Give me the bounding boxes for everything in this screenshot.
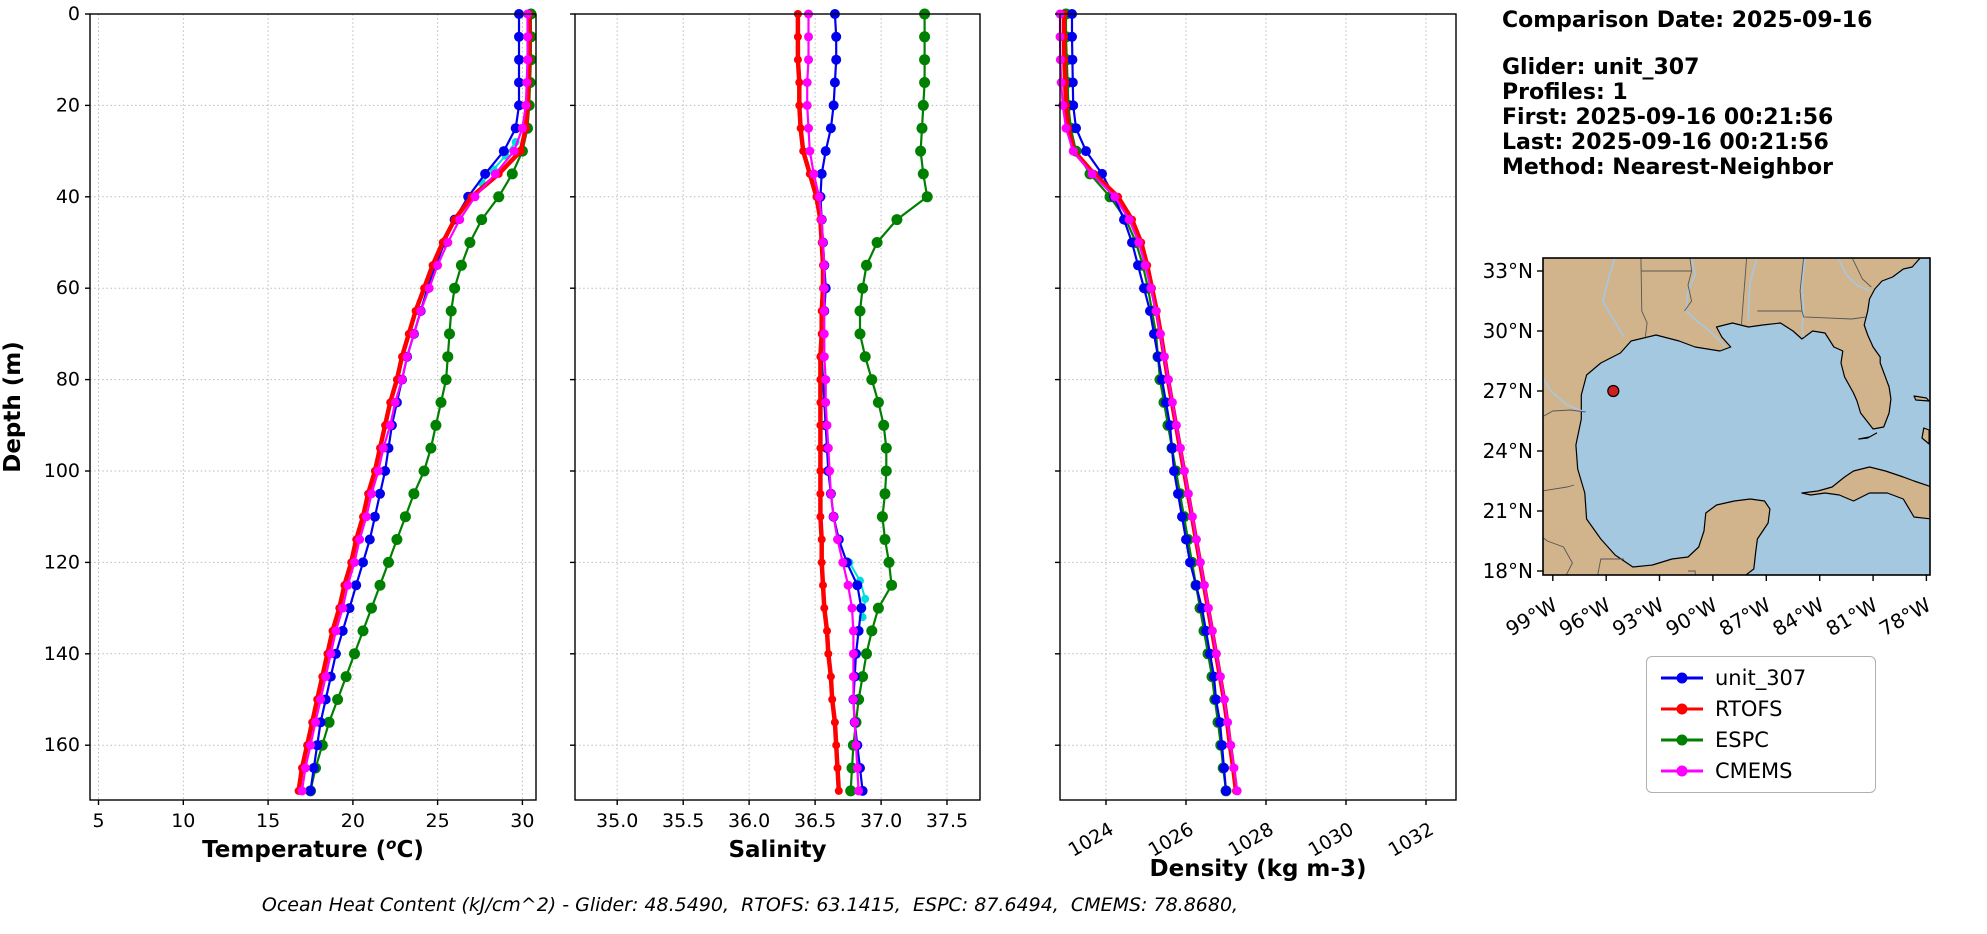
legend-dot	[1676, 703, 1688, 715]
svg-text:40: 40	[56, 186, 80, 208]
svg-text:81°W: 81°W	[1822, 592, 1882, 641]
svg-text:87°W: 87°W	[1715, 592, 1775, 641]
legend-label-rtofs: RTOFS	[1715, 697, 1783, 721]
ohc-footer-text: Ocean Heat Content (kJ/cm^2) - Glider: 4…	[261, 894, 1239, 916]
rtofs-line-icon	[1661, 703, 1703, 715]
svg-text:160: 160	[44, 734, 80, 756]
svg-text:140: 140	[44, 643, 80, 665]
svg-text:1024: 1024	[1065, 818, 1118, 861]
svg-text:10: 10	[171, 810, 195, 832]
svg-text:30°N: 30°N	[1483, 319, 1533, 343]
svg-text:15: 15	[256, 810, 280, 832]
profiles-count-text: Profiles: 1	[1502, 80, 1628, 105]
svg-text:21°N: 21°N	[1483, 499, 1533, 523]
last-profile-time-text: Last: 2025-09-16 00:21:56	[1502, 130, 1829, 155]
location-map: 33°N 30°N 27°N 24°N 21°N 18°N 99°W96°W93°W90°W…	[1483, 257, 1935, 641]
svg-text:37.5: 37.5	[926, 810, 968, 832]
legend-dot	[1676, 765, 1688, 777]
svg-text:90°W: 90°W	[1662, 592, 1722, 641]
svg-text:78°W: 78°W	[1875, 592, 1935, 641]
svg-text:25: 25	[426, 810, 450, 832]
legend-label-unit-307: unit_307	[1715, 666, 1807, 690]
legend-dot	[1676, 734, 1688, 746]
cmems-line-icon	[1661, 765, 1703, 777]
svg-text:37.0: 37.0	[860, 810, 902, 832]
svg-text:35.0: 35.0	[596, 810, 638, 832]
glider-line-icon	[1661, 672, 1703, 684]
svg-text:96°W: 96°W	[1555, 592, 1615, 641]
svg-text:35.5: 35.5	[662, 810, 704, 832]
comparison-date-text: Comparison Date: 2025-09-16	[1502, 8, 1873, 33]
legend: unit_307 RTOFS ESPC CMEMS	[1646, 656, 1876, 793]
svg-text:18°N: 18°N	[1483, 559, 1533, 583]
legend-item: RTOFS	[1659, 697, 1859, 721]
svg-text:20: 20	[56, 94, 80, 116]
svg-text:100: 100	[44, 460, 80, 482]
svg-text:1032: 1032	[1385, 818, 1438, 861]
svg-text:27°N: 27°N	[1483, 379, 1533, 403]
method-text: Method: Nearest-Neighbor	[1502, 155, 1833, 180]
legend-label-cmems: CMEMS	[1715, 759, 1793, 783]
espc-line-icon	[1661, 734, 1703, 746]
svg-text:33°N: 33°N	[1483, 259, 1533, 283]
svg-text:Salinity: Salinity	[728, 837, 826, 863]
svg-text:0: 0	[68, 3, 80, 25]
svg-text:36.0: 36.0	[728, 810, 770, 832]
svg-text:60: 60	[56, 277, 80, 299]
svg-text:Density (kg m-3): Density (kg m-3)	[1150, 856, 1367, 882]
svg-text:36.5: 36.5	[794, 810, 836, 832]
svg-text:80: 80	[56, 369, 80, 391]
svg-text:24°N: 24°N	[1483, 439, 1533, 463]
legend-item: ESPC	[1659, 728, 1859, 752]
legend-label-espc: ESPC	[1715, 728, 1769, 752]
info-gap	[1502, 33, 1982, 55]
info-panel: Comparison Date: 2025-09-16 Glider: unit…	[1502, 8, 1982, 180]
glider-location-marker	[1607, 384, 1620, 398]
svg-text:93°W: 93°W	[1608, 592, 1668, 641]
legend-item: CMEMS	[1659, 759, 1859, 783]
svg-text:84°W: 84°W	[1768, 592, 1828, 641]
svg-text:30: 30	[510, 810, 534, 832]
svg-text:99°W: 99°W	[1501, 592, 1561, 641]
first-profile-time-text: First: 2025-09-16 00:21:56	[1502, 105, 1834, 130]
legend-dot	[1676, 672, 1688, 684]
glider-name-text: Glider: unit_307	[1502, 55, 1700, 80]
salinity-profile-chart: 35.0 35.5 36.0 36.5 37.0 37.5 Salinity	[570, 8, 981, 863]
svg-text:120: 120	[44, 551, 80, 573]
temperature-profile-chart: 5 10 15 20 25 30 0 20 40 60 80 100 120 140 160 Temperat…	[0, 3, 537, 863]
svg-text:Temperature (oC): Temperature (oC)	[202, 835, 424, 863]
svg-text:Depth (m): Depth (m)	[0, 341, 26, 473]
svg-text:20: 20	[341, 810, 365, 832]
svg-text:5: 5	[92, 810, 104, 832]
legend-item: unit_307	[1659, 666, 1859, 690]
